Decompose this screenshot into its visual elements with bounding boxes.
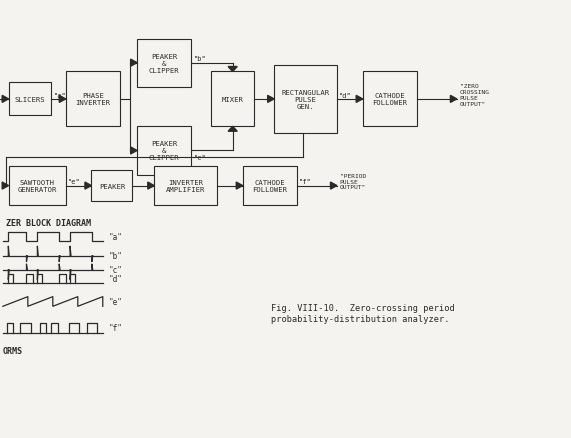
Text: "b": "b" (194, 57, 207, 62)
Text: PEAKER: PEAKER (99, 183, 125, 189)
Text: PHASE
INVERTER: PHASE INVERTER (75, 93, 110, 106)
Text: SLICERS: SLICERS (15, 97, 45, 102)
Polygon shape (85, 183, 91, 190)
Bar (137, 127, 191, 175)
Text: "c": "c" (108, 266, 122, 275)
Text: SAWTOOTH
GENERATOR: SAWTOOTH GENERATOR (18, 180, 57, 193)
Bar (137, 39, 191, 88)
Text: "d": "d" (108, 275, 122, 283)
Polygon shape (228, 127, 238, 132)
Polygon shape (59, 96, 66, 103)
Polygon shape (331, 183, 337, 190)
Bar (9, 166, 66, 206)
Bar (243, 166, 297, 206)
Text: CATHODE
FOLLOWER: CATHODE FOLLOWER (252, 180, 287, 193)
Bar (9, 83, 51, 116)
Polygon shape (131, 60, 137, 67)
Text: ORMS: ORMS (3, 346, 23, 355)
Text: "a": "a" (54, 92, 66, 99)
Text: "ZERO
CROSSING
PULSE
OUTPUT": "ZERO CROSSING PULSE OUTPUT" (460, 84, 490, 106)
Text: "PERIOD
PULSE
OUTPUT": "PERIOD PULSE OUTPUT" (340, 173, 366, 190)
Text: Fig. VIII-10.  Zero-crossing period
probability-distribution analyzer.: Fig. VIII-10. Zero-crossing period proba… (271, 304, 455, 323)
Text: PEAKER
&
CLIPPER: PEAKER & CLIPPER (149, 53, 179, 74)
Text: "f": "f" (299, 179, 312, 185)
Text: "b": "b" (108, 252, 122, 261)
Text: RECTANGULAR
PULSE
GEN.: RECTANGULAR PULSE GEN. (282, 90, 329, 110)
Polygon shape (236, 183, 243, 190)
Text: "a": "a" (108, 233, 122, 241)
Bar (211, 72, 254, 127)
Polygon shape (356, 96, 363, 103)
Bar (66, 72, 120, 127)
Polygon shape (451, 96, 457, 103)
Polygon shape (228, 67, 238, 72)
Text: ZER BLOCK DIAGRAM: ZER BLOCK DIAGRAM (6, 219, 91, 228)
Text: "e": "e" (108, 297, 122, 306)
Text: "e": "e" (68, 179, 81, 185)
Text: CATHODE
FOLLOWER: CATHODE FOLLOWER (372, 93, 407, 106)
Bar (363, 72, 417, 127)
Text: "f": "f" (108, 324, 122, 332)
Polygon shape (148, 183, 154, 190)
Bar (154, 166, 217, 206)
Text: INVERTER
AMPLIFIER: INVERTER AMPLIFIER (166, 180, 205, 193)
Text: PEAKER
&
CLIPPER: PEAKER & CLIPPER (149, 141, 179, 161)
Bar (91, 171, 132, 201)
Polygon shape (2, 96, 9, 103)
Polygon shape (2, 183, 9, 190)
Bar (274, 66, 337, 134)
Text: MIXER: MIXER (222, 97, 244, 102)
Text: "d": "d" (339, 92, 352, 99)
Text: "c": "c" (194, 155, 207, 161)
Polygon shape (268, 96, 274, 103)
Polygon shape (131, 148, 137, 155)
